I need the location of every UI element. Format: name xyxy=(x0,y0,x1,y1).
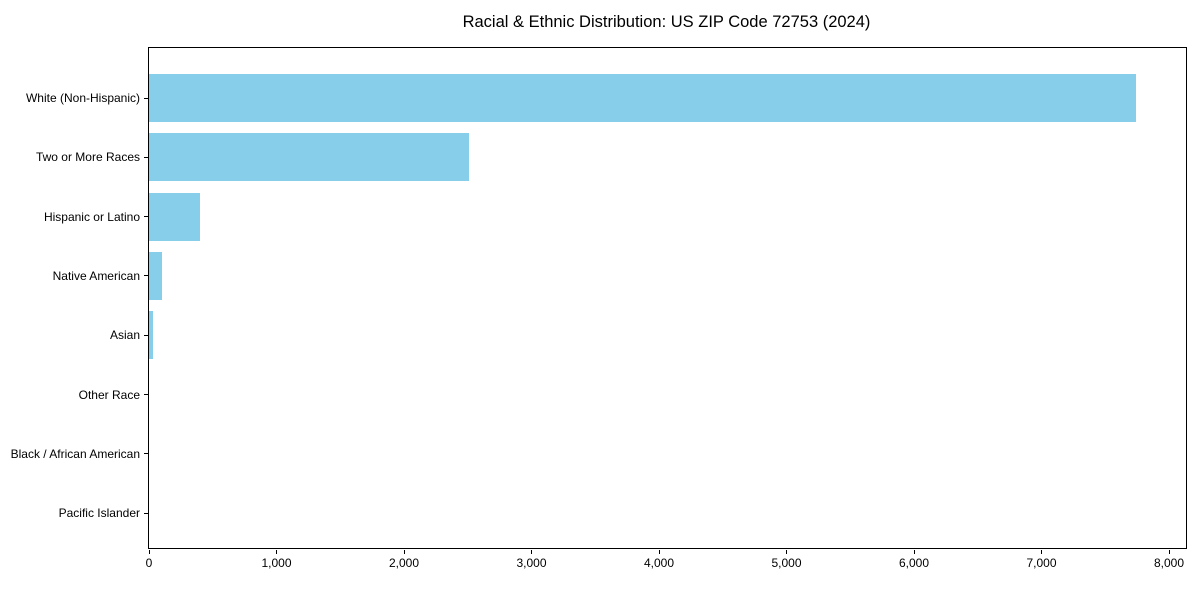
y-tick-label: White (Non-Hispanic) xyxy=(25,91,140,105)
y-tick-mark xyxy=(144,275,148,277)
x-tick-label: 6,000 xyxy=(898,556,930,570)
bar xyxy=(149,133,470,182)
x-tick-mark xyxy=(1041,550,1042,554)
x-tick-mark xyxy=(531,550,532,554)
x-tick-mark xyxy=(276,550,277,554)
bar xyxy=(149,311,154,360)
x-tick-mark xyxy=(658,550,660,554)
y-tick-mark xyxy=(144,156,148,158)
y-tick-mark xyxy=(144,394,148,395)
y-tick-label: Other Race xyxy=(78,387,140,402)
y-tick-mark xyxy=(144,216,148,218)
y-tick-label: Asian xyxy=(109,328,140,343)
x-tick-mark xyxy=(1168,550,1170,554)
chart-title: Racial & Ethnic Distribution: US ZIP Cod… xyxy=(462,13,871,31)
bar xyxy=(149,251,162,300)
x-tick-mark xyxy=(786,550,787,554)
y-tick-label: Black / African American xyxy=(10,446,140,461)
x-tick-label: 5,000 xyxy=(771,556,802,570)
x-tick-label: 8,000 xyxy=(1153,556,1185,570)
x-tick-label: 7,000 xyxy=(1026,556,1057,570)
x-tick-label: 3,000 xyxy=(516,556,547,570)
y-tick-label: Two or More Races xyxy=(35,150,140,165)
x-tick-label: 1,000 xyxy=(261,556,292,570)
x-tick-mark xyxy=(148,550,150,554)
plot-area: White (Non-Hispanic) Two or More Races His… xyxy=(11,47,1187,570)
x-tick-mark xyxy=(403,550,405,554)
bar xyxy=(149,74,1136,122)
y-tick-mark xyxy=(144,334,148,336)
y-tick-mark xyxy=(144,97,148,99)
y-tick-mark xyxy=(144,512,148,514)
y-tick-label: Native American xyxy=(52,268,140,283)
x-tick-label: 2,000 xyxy=(388,556,420,570)
bar xyxy=(149,192,200,241)
y-tick-label: Pacific Islander xyxy=(58,506,140,521)
x-tick-label: 4,000 xyxy=(643,556,675,570)
x-tick-label: 0 xyxy=(145,556,153,570)
y-tick-label: Hispanic or Latino xyxy=(43,209,140,224)
x-tick-mark xyxy=(913,550,915,554)
y-tick-mark xyxy=(144,453,148,455)
